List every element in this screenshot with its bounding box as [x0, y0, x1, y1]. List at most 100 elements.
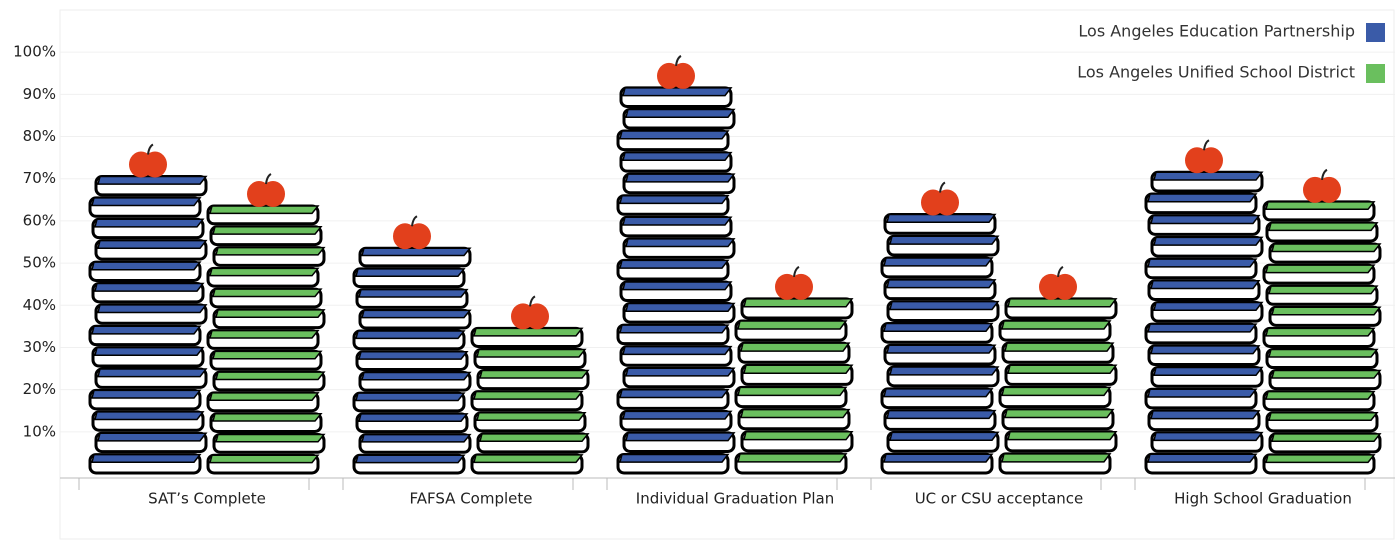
book-cover: [625, 302, 736, 312]
book-cover: [622, 87, 733, 97]
book-cover: [355, 330, 466, 340]
legend-swatch: [1366, 64, 1385, 83]
book-cover: [1007, 364, 1118, 374]
book-cover: [1007, 298, 1118, 308]
book-cover: [619, 130, 730, 140]
book-cover: [740, 408, 851, 419]
y-tick-label: 10%: [23, 422, 56, 440]
apple-stem: [265, 173, 272, 185]
book-cover: [622, 410, 733, 420]
book-cover: [358, 288, 469, 298]
book-cover: [94, 218, 205, 228]
book-cover: [355, 392, 466, 402]
apple: [935, 189, 959, 216]
book-cover: [1147, 323, 1258, 333]
apple-stem: [529, 295, 536, 307]
book-cover: [625, 367, 736, 377]
x-tick-label: UC or CSU acceptance: [915, 490, 1084, 508]
book-cover: [740, 342, 851, 352]
apple: [407, 223, 431, 250]
book-cover: [97, 239, 208, 250]
book-cover: [1271, 306, 1382, 316]
book-stack: [470, 295, 590, 475]
book-cover: [619, 194, 730, 205]
plot-frame: [59, 9, 1395, 540]
book-cover: [1271, 369, 1382, 379]
book-cover: [889, 300, 1000, 311]
apple: [671, 62, 695, 89]
book-cover: [97, 175, 208, 185]
book-cover: [737, 320, 848, 330]
book-cover: [1268, 348, 1379, 358]
book-cover: [619, 324, 730, 334]
book-cover: [476, 348, 587, 358]
book-cover: [91, 261, 202, 271]
book-cover: [886, 213, 997, 224]
book-cover: [1001, 453, 1112, 463]
legend-swatch: [1366, 23, 1385, 42]
book-stack: [1262, 168, 1382, 475]
book-stack: [734, 265, 854, 475]
book-cover: [473, 390, 584, 400]
y-tick-label: 80%: [23, 127, 56, 145]
book-cover: [209, 454, 320, 464]
apple: [1317, 176, 1341, 203]
book-cover: [91, 453, 202, 463]
book-cover: [1004, 342, 1115, 352]
book-cover: [97, 368, 208, 378]
book-cover: [1153, 366, 1264, 377]
book-cover: [1147, 388, 1258, 398]
book-cover: [622, 216, 733, 226]
book-cover: [1265, 390, 1376, 400]
y-tick-label: 60%: [23, 211, 56, 229]
book-cover: [215, 371, 326, 381]
x-tick-label: High School Graduation: [1174, 490, 1352, 508]
book-stack: [206, 173, 326, 475]
book-cover: [479, 369, 590, 379]
apple-stem: [675, 55, 682, 67]
book-cover: [209, 329, 320, 339]
book-cover: [1150, 410, 1261, 420]
book-cover: [355, 268, 466, 277]
y-tick-label: 40%: [23, 296, 56, 314]
book-cover: [476, 411, 587, 421]
book-cover: [91, 197, 202, 207]
book-cover: [1001, 320, 1112, 330]
book-cover: [737, 386, 848, 397]
apple: [789, 273, 813, 300]
apple: [1053, 273, 1077, 300]
book-cover: [1265, 201, 1376, 211]
book-cover: [215, 309, 326, 318]
book-cover: [883, 388, 994, 398]
book-cover: [91, 389, 202, 399]
book-cover: [473, 454, 584, 464]
legend-label: Los Angeles Education Partnership: [1078, 22, 1355, 41]
book-cover: [1147, 193, 1258, 203]
apple-stem: [411, 215, 418, 227]
book-stack: [352, 215, 472, 475]
book-cover: [212, 226, 323, 235]
book-cover: [473, 327, 584, 337]
book-cover: [737, 453, 848, 463]
book-cover: [625, 432, 736, 442]
book-cover: [1265, 264, 1376, 274]
book-stack: [1144, 139, 1264, 475]
book-cover: [94, 346, 205, 357]
book-cover: [619, 259, 730, 269]
book-cover: [743, 298, 854, 308]
book-cover: [209, 267, 320, 277]
book-cover: [886, 409, 997, 420]
book-cover: [622, 281, 733, 291]
book-cover: [1150, 280, 1261, 290]
book-cover: [1147, 453, 1258, 463]
book-cover: [1268, 222, 1379, 232]
book-cover: [355, 454, 466, 464]
apple-stem: [793, 265, 800, 277]
book-cover: [1001, 386, 1112, 397]
book-cover: [889, 366, 1000, 376]
book-cover: [889, 431, 1000, 441]
y-tick-label: 70%: [23, 169, 56, 187]
book-cover: [358, 351, 469, 360]
book-cover: [91, 325, 202, 335]
book-cover: [1150, 214, 1261, 225]
